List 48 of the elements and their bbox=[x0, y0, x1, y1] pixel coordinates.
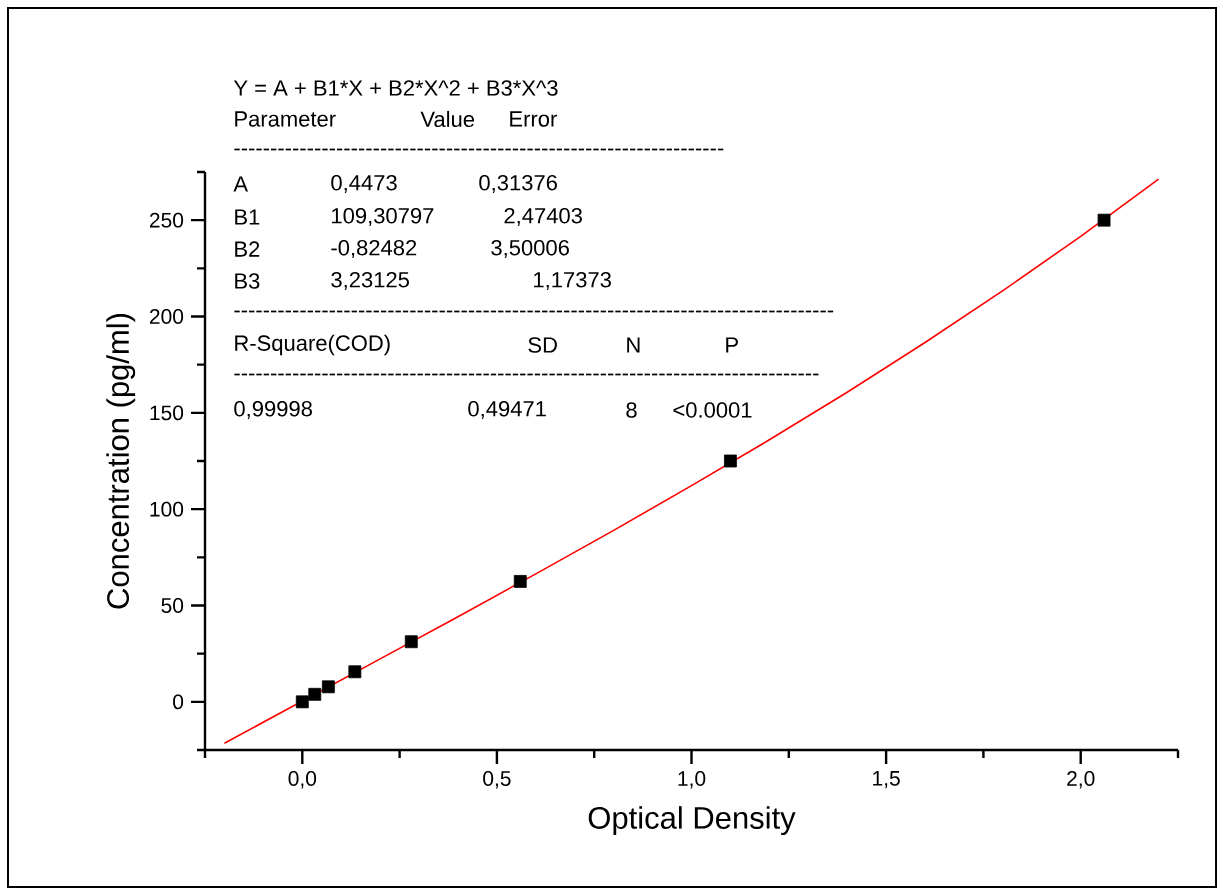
annotation: 1,17373 bbox=[534, 271, 611, 291]
annotation: 3,50006 bbox=[491, 239, 569, 259]
annotation: -------------------------------------------------------------------------------- bbox=[234, 373, 819, 376]
x-tick-label: 2,0 bbox=[1067, 771, 1095, 789]
y-tick-label: 0 bbox=[173, 694, 184, 710]
annotation: 2,47403 bbox=[504, 207, 582, 227]
annotation: -0,82482 bbox=[331, 239, 417, 259]
x-tick-label: 1,0 bbox=[678, 771, 706, 789]
annotation: 0,49471 bbox=[468, 400, 546, 420]
annotation: B3 bbox=[235, 273, 260, 289]
y-tick-label: 150 bbox=[150, 405, 184, 421]
annotation: A bbox=[233, 176, 249, 192]
annotation: 0,31376 bbox=[479, 174, 557, 194]
x-tick-label: 0,5 bbox=[483, 771, 511, 789]
y-tick-label: 100 bbox=[150, 501, 184, 517]
x-tick-label: 0,0 bbox=[288, 771, 317, 789]
point bbox=[1097, 213, 1111, 227]
annotation: 8 bbox=[626, 402, 637, 418]
annotation: R-Square(COD) bbox=[235, 334, 390, 356]
annotation: 0,99998 bbox=[234, 400, 312, 420]
annotation: ---------------------------------------------------------------------------------- bbox=[234, 310, 834, 313]
annotation: N bbox=[627, 337, 640, 353]
annotation: 0,4473 bbox=[331, 174, 397, 194]
x-axis-title: Optical Density bbox=[588, 806, 796, 836]
point bbox=[513, 575, 527, 588]
point bbox=[404, 635, 418, 649]
point bbox=[308, 687, 322, 701]
text: Y = A + B1*X + B2*X^2 + B3*X^3 bbox=[233, 80, 558, 96]
text: ------------------------------------------------------------------- bbox=[234, 148, 724, 151]
annotation: 3,23125 bbox=[331, 271, 409, 291]
annotation: <0.0001 bbox=[673, 402, 752, 418]
x-tick-label: 1,5 bbox=[873, 771, 900, 789]
y-tick-label: 250 bbox=[149, 212, 184, 228]
annotation: 109,30797 bbox=[332, 207, 434, 227]
point bbox=[724, 454, 737, 468]
point bbox=[348, 665, 362, 679]
y-axis-title: Concentration (pg/ml) bbox=[106, 313, 136, 609]
annotation: B2 bbox=[235, 241, 260, 257]
y-tick-label: 200 bbox=[149, 309, 184, 324]
annotation: B1 bbox=[235, 209, 260, 225]
point bbox=[295, 695, 309, 709]
text: Error bbox=[510, 111, 557, 127]
text: Parameter bbox=[235, 111, 336, 127]
annotation: SD bbox=[528, 337, 557, 353]
text: Value bbox=[420, 110, 475, 128]
y-tick-label: 50 bbox=[161, 598, 184, 613]
annotation: P bbox=[726, 337, 738, 353]
point bbox=[321, 680, 335, 694]
